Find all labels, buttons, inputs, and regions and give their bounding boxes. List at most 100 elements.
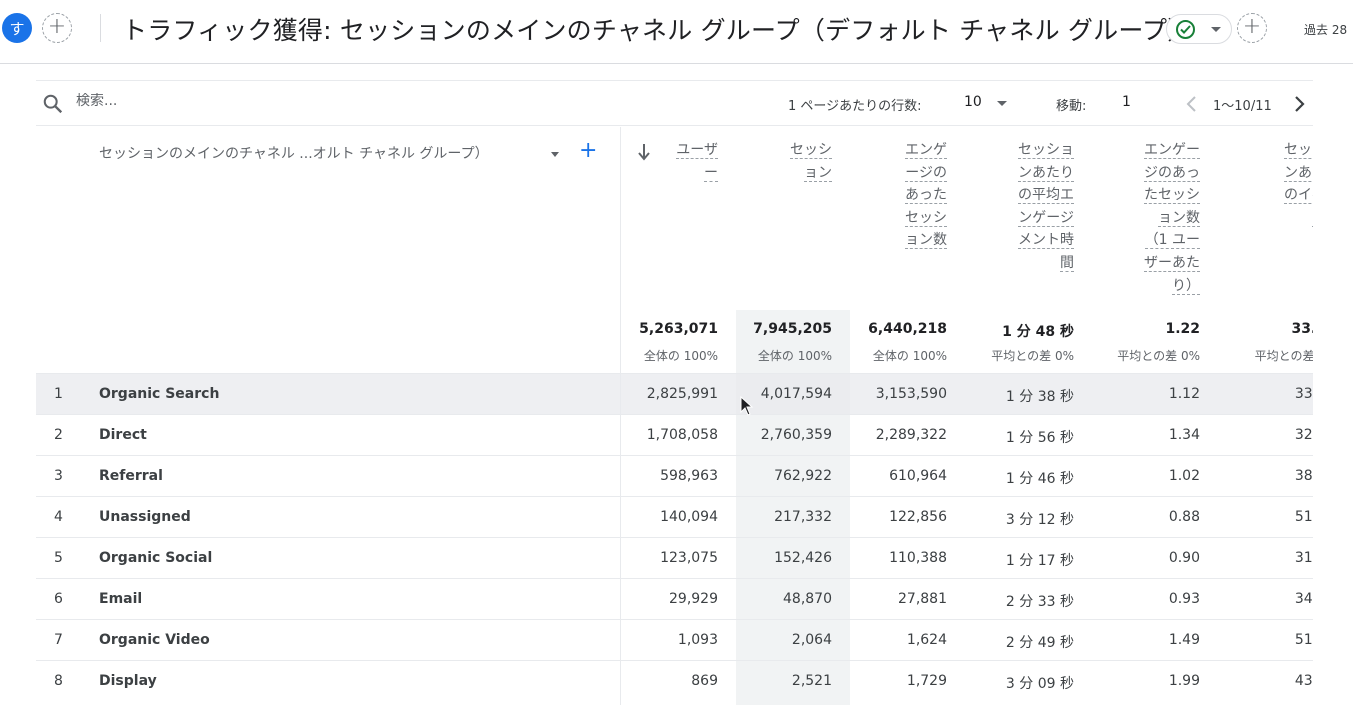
metric-column-header[interactable]: セッショ ンあたり の平均エ ンゲージ メント時間: [1018, 139, 1074, 275]
metric-cell: 1 分 46 秒: [1005, 471, 1074, 487]
rows-per-page-select[interactable]: 10: [964, 94, 1007, 110]
channel-name[interactable]: Email: [99, 591, 143, 607]
metric-header-text: セッショ: [1018, 142, 1074, 159]
add-button[interactable]: +: [1237, 13, 1267, 43]
metric-cell: 51.6: [1294, 632, 1313, 648]
table-row[interactable]: 7 Organic Video 1,093 2,064 1,624 2 分 49 秒 1.4…: [36, 619, 1313, 660]
metric-cell: 29,929: [669, 591, 718, 607]
metric-cell: 152,426: [774, 550, 832, 566]
metric-cell: 2,064: [791, 632, 832, 648]
metric-total-percent: 平均との差 0%: [1117, 349, 1200, 363]
metric-cell: 1.99: [1168, 673, 1200, 689]
metric-total-percent: 全体の 100%: [643, 349, 718, 363]
metric-header-text: ザーあた: [1144, 254, 1200, 272]
table-row[interactable]: 5 Organic Social 123,075 152,426 110,388 1 分 …: [36, 537, 1313, 578]
metric-cell: 3 分 09 秒: [1005, 676, 1074, 692]
channel-name[interactable]: Organic Social: [99, 550, 213, 566]
metric-cell: 1,729: [906, 673, 947, 689]
metric-cell: 43.3: [1294, 673, 1313, 689]
metric-cell: 1,624: [906, 632, 947, 648]
table-row[interactable]: 3 Referral 598,963 762,922 610,964 1 分 46 秒 1.…: [36, 455, 1313, 496]
dimension-header[interactable]: セッションのメインのチャネル ...オルト チャネル グループ）: [99, 146, 489, 162]
metric-header-text: ョン: [804, 164, 832, 182]
add-comparison-button[interactable]: +: [42, 13, 72, 43]
metric-header-text: セッシ: [905, 209, 947, 227]
metric-total-percent: 平均との差 0%: [991, 349, 1074, 363]
chevron-down-icon: [1211, 27, 1221, 32]
metric-header-text: ト: [1312, 209, 1313, 227]
metric-header-text: ョン数: [905, 232, 947, 250]
channel-name[interactable]: Organic Search: [99, 386, 220, 402]
metric-header-text: あった: [905, 187, 947, 205]
previous-page-icon[interactable]: [1182, 93, 1202, 115]
metric-header-text: 間: [1060, 254, 1074, 272]
next-page-icon[interactable]: [1289, 93, 1309, 115]
metric-cell: 2,825,991: [646, 386, 718, 402]
rows-per-page-label: 1 ページあたりの行数:: [788, 99, 922, 114]
metric-cell: 51.2: [1294, 509, 1313, 525]
channel-name[interactable]: Unassigned: [99, 509, 191, 525]
metric-cell: 762,922: [774, 468, 832, 484]
metric-header-text: り）: [1172, 277, 1200, 295]
check-circle-icon: [1176, 20, 1195, 39]
search-icon: [43, 94, 63, 114]
metric-column-header[interactable]: セッシ ョン: [790, 139, 832, 184]
table-row[interactable]: 4 Unassigned 140,094 217,332 122,856 3 分 12 秒…: [36, 496, 1313, 537]
report-status-button[interactable]: [1166, 14, 1232, 44]
metric-total-percent: 平均との差 0: [1254, 349, 1313, 363]
metric-header-text: メント時: [1018, 232, 1074, 250]
table-toolbar: 1 ページあたりの行数: 10 移動: 1 1〜10/11: [36, 81, 1313, 126]
metric-header-text: エンゲー: [1144, 142, 1200, 159]
row-index: 4: [54, 509, 63, 525]
metric-column-header[interactable]: エンゲージのあったセッション数: [905, 139, 947, 252]
channel-name[interactable]: Display: [99, 673, 157, 689]
channel-name[interactable]: Direct: [99, 427, 147, 443]
page-title: トラフィック獲得: セッションのメインのチャネル グループ（デフォルト チャネル…: [122, 16, 1193, 45]
metric-cell: 110,388: [889, 550, 947, 566]
sort-descending-icon[interactable]: [637, 143, 651, 161]
metric-total: 7,945,205: [753, 321, 832, 337]
metric-header-text: ー: [704, 164, 718, 182]
table-row[interactable]: 8 Display 869 2,521 1,729 3 分 09 秒 1.99 43.3: [36, 660, 1313, 701]
metric-cell: 1,093: [677, 632, 718, 648]
metric-cell: 123,075: [660, 550, 718, 566]
metric-column-header[interactable]: エンゲージのあったセッション数 （1 ユーザーあたり）: [1144, 139, 1200, 297]
metric-header-text: ョン数: [1158, 209, 1200, 227]
table-row[interactable]: 6 Email 29,929 48,870 27,881 2 分 33 秒 0.93 34.7: [36, 578, 1313, 619]
metric-cell: 38.1: [1294, 468, 1313, 484]
row-index: 1: [54, 386, 63, 402]
metric-cell: 1 分 38 秒: [1005, 389, 1074, 405]
metric-total: 6,440,218: [868, 321, 947, 337]
metric-header-text: たセッシ: [1144, 187, 1200, 205]
divider: [100, 14, 101, 42]
metric-cell: 1.34: [1168, 427, 1200, 443]
metric-column-header[interactable]: ユーザー: [676, 139, 718, 184]
metric-header-text: ジのあっ: [1144, 164, 1200, 182]
metric-cell: 0.88: [1168, 509, 1200, 525]
table-row[interactable]: 2 Direct 1,708,058 2,760,359 2,289,322 1 分 56…: [36, 414, 1313, 455]
avatar[interactable]: す: [2, 13, 32, 43]
metric-cell: 140,094: [660, 509, 718, 525]
table-row[interactable]: 1 Organic Search 2,825,991 4,017,594 3,153,5…: [36, 373, 1313, 414]
date-range[interactable]: 過去 28: [1304, 23, 1348, 37]
top-bar: す + トラフィック獲得: セッションのメインのチャネル グループ（デフォルト …: [0, 0, 1353, 64]
metric-header-text: エンゲ: [905, 142, 947, 159]
metric-cell: 2,760,359: [760, 427, 832, 443]
metric-cell: 598,963: [660, 468, 718, 484]
channel-name[interactable]: Organic Video: [99, 632, 210, 648]
chevron-down-icon: [997, 101, 1007, 106]
chevron-down-icon[interactable]: [551, 152, 559, 157]
metric-cell: 0.93: [1168, 591, 1200, 607]
search-input[interactable]: [76, 93, 376, 109]
channel-name[interactable]: Referral: [99, 468, 163, 484]
metric-total: 5,263,071: [639, 321, 718, 337]
report-table-card: 1 ページあたりの行数: 10 移動: 1 1〜10/11 セッションのメインの…: [36, 80, 1313, 705]
metric-header-text: ージの: [905, 164, 947, 182]
metric-header-text: ンあた: [1284, 164, 1313, 182]
metric-cell: 1.49: [1168, 632, 1200, 648]
metric-column-header[interactable]: セッシンあたのイベト: [1284, 139, 1313, 229]
goto-page-input[interactable]: 1: [1122, 94, 1131, 110]
add-dimension-button[interactable]: +: [579, 138, 598, 163]
metric-cell: 2,289,322: [875, 427, 947, 443]
metric-header-text: （1 ユー: [1144, 232, 1200, 250]
